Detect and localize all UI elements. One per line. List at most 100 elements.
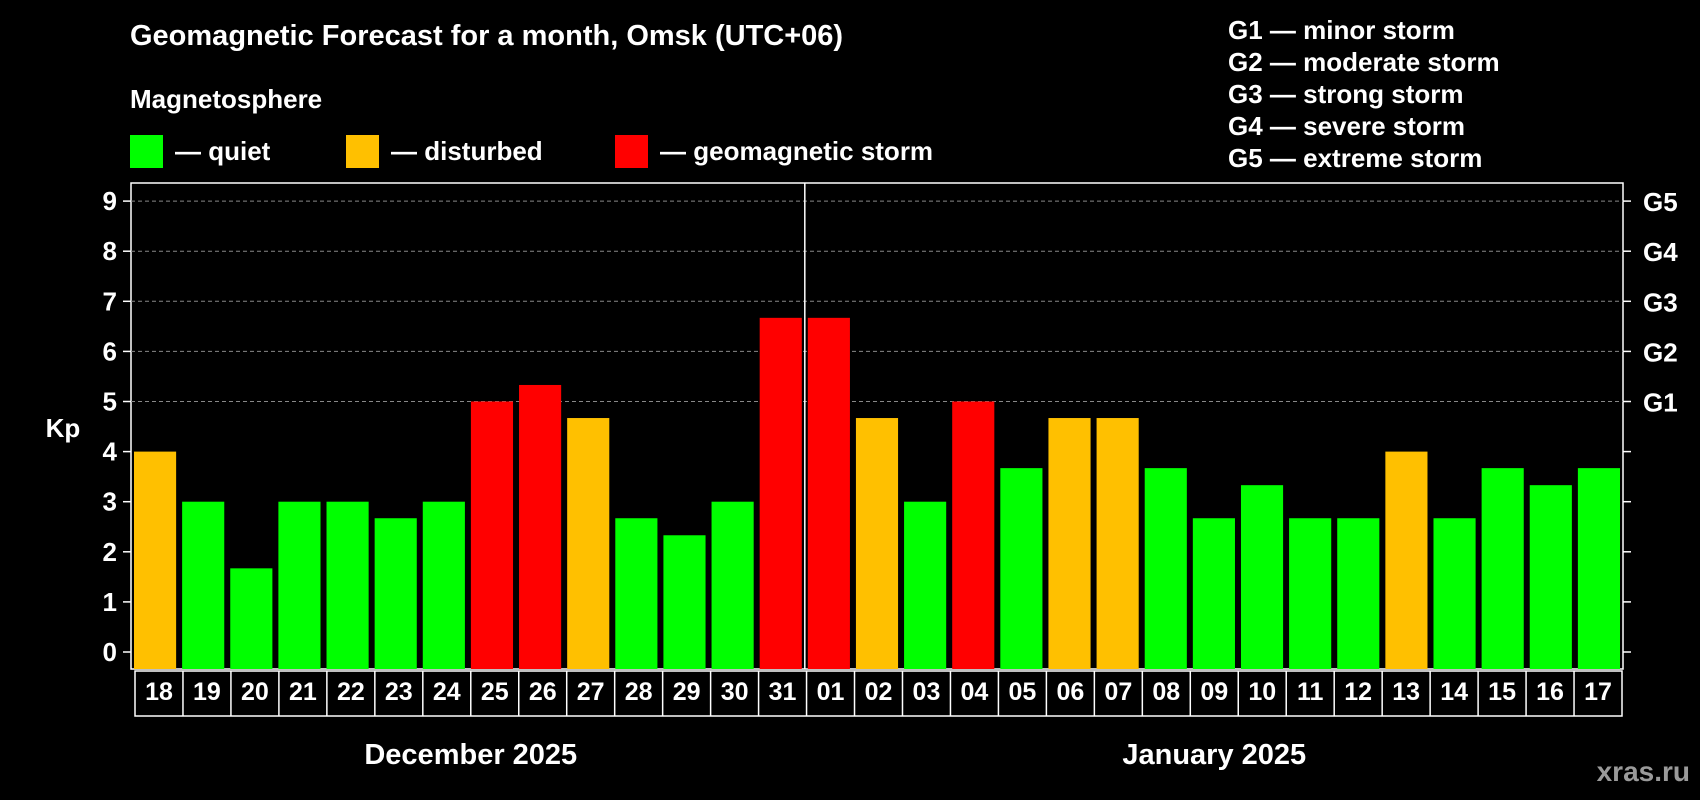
day-label-27: 14 [1440, 678, 1468, 706]
y-tick-label-0: 0 [103, 637, 117, 667]
day-label-21: 08 [1152, 678, 1180, 706]
bar-27 [567, 418, 610, 669]
day-label-4: 22 [337, 678, 365, 706]
day-label-17: 04 [961, 678, 989, 706]
y-axis-label: Kp [46, 413, 81, 443]
month-label-1: January 2025 [1122, 739, 1306, 771]
legend-heading: Magnetosphere [130, 84, 323, 114]
day-label-20: 07 [1104, 678, 1132, 706]
storm-level-g5: G5 — extreme storm [1228, 143, 1483, 173]
y-tick-label-1: 1 [103, 587, 117, 617]
day-label-19: 06 [1056, 678, 1084, 706]
right-axis-label-g1: G1 [1643, 388, 1678, 418]
bar-19 [182, 501, 225, 669]
right-axis-label-g2: G2 [1643, 337, 1678, 367]
legend-swatch-storm [615, 134, 648, 168]
storm-level-g3: G3 — strong storm [1228, 79, 1464, 109]
bar-15 [1481, 468, 1524, 669]
day-label-15: 02 [865, 678, 893, 706]
bar-12 [1337, 518, 1380, 669]
bar-16 [1529, 485, 1572, 669]
month-label-0: December 2025 [364, 739, 577, 771]
storm-level-g4: G4 — severe storm [1228, 111, 1466, 141]
bar-30 [711, 501, 754, 669]
y-tick-label-2: 2 [103, 537, 117, 567]
bar-29 [663, 535, 706, 669]
bar-01 [807, 317, 850, 669]
bar-18 [134, 451, 177, 669]
day-label-23: 10 [1248, 678, 1276, 706]
y-tick-label-9: 9 [103, 186, 117, 216]
day-label-13: 31 [769, 678, 797, 706]
day-label-8: 26 [529, 678, 557, 706]
day-label-0: 18 [145, 678, 173, 706]
day-label-7: 25 [481, 678, 509, 706]
day-label-row [134, 670, 1623, 717]
bar-02 [855, 418, 899, 669]
bar-26 [519, 384, 562, 669]
bar-13 [1385, 451, 1428, 669]
bar-07 [1096, 418, 1139, 669]
day-label-18: 05 [1008, 678, 1036, 706]
legend-item-storm: — geomagnetic storm [615, 134, 933, 168]
right-axis-label-g3: G3 [1643, 287, 1678, 317]
day-label-11: 29 [673, 678, 701, 706]
bar-10 [1240, 485, 1284, 669]
bar-03 [904, 501, 947, 669]
bar-04 [952, 401, 995, 669]
day-label-3: 21 [289, 678, 317, 706]
bar-08 [1144, 468, 1187, 669]
storm-level-g1: G1 — minor storm [1228, 15, 1455, 45]
bar-21 [278, 501, 321, 669]
day-label-22: 09 [1200, 678, 1228, 706]
bar-06 [1048, 418, 1091, 669]
day-label-12: 30 [721, 678, 749, 706]
day-label-16: 03 [913, 678, 941, 706]
y-tick-label-7: 7 [103, 286, 117, 316]
day-label-1: 19 [193, 678, 221, 706]
legend-label-quiet: — quiet [175, 135, 271, 166]
legend-swatch-disturbed [346, 134, 379, 168]
bar-28 [615, 518, 658, 669]
bar-11 [1289, 518, 1332, 669]
bar-24 [422, 501, 465, 669]
day-label-24: 11 [1297, 678, 1324, 706]
legend-swatch-quiet [130, 134, 163, 168]
day-label-29: 16 [1536, 678, 1564, 706]
bar-17 [1577, 468, 1620, 669]
day-label-6: 24 [433, 678, 461, 706]
day-label-5: 23 [385, 678, 413, 706]
y-tick-label-3: 3 [103, 487, 117, 517]
watermark: xras.ru [1596, 756, 1690, 787]
right-axis-label-g5: G5 [1643, 187, 1678, 217]
y-tick-label-4: 4 [103, 437, 118, 467]
bar-25 [470, 401, 514, 669]
bar-31 [759, 317, 802, 669]
day-label-10: 28 [625, 678, 653, 706]
day-label-9: 27 [577, 678, 605, 706]
storm-level-legend: G1 — minor storm G2 — moderate storm G3 … [1228, 14, 1500, 174]
bar-23 [374, 518, 417, 669]
legend-item-disturbed: — disturbed [346, 134, 543, 168]
day-label-14: 01 [817, 678, 845, 706]
storm-level-g2: G2 — moderate storm [1228, 47, 1500, 77]
day-label-26: 13 [1392, 678, 1420, 706]
bar-20 [230, 568, 273, 669]
day-label-30: 17 [1584, 678, 1612, 706]
day-label-28: 15 [1488, 678, 1516, 706]
legend-item-quiet: — quiet [130, 134, 270, 168]
chart-title: Geomagnetic Forecast for a month, Omsk (… [130, 20, 844, 52]
bar-05 [1000, 468, 1043, 669]
y-tick-label-5: 5 [103, 387, 117, 417]
y-tick-label-6: 6 [103, 336, 117, 366]
day-label-2: 20 [241, 678, 269, 706]
legend-label-disturbed: — disturbed [391, 135, 543, 166]
y-tick-label-8: 8 [103, 236, 117, 266]
day-label-25: 12 [1344, 678, 1372, 706]
bar-22 [326, 501, 369, 669]
bar-09 [1192, 518, 1235, 669]
legend-label-storm: — geomagnetic storm [660, 135, 934, 166]
bar-14 [1433, 518, 1476, 669]
right-axis-label-g4: G4 [1643, 237, 1678, 267]
